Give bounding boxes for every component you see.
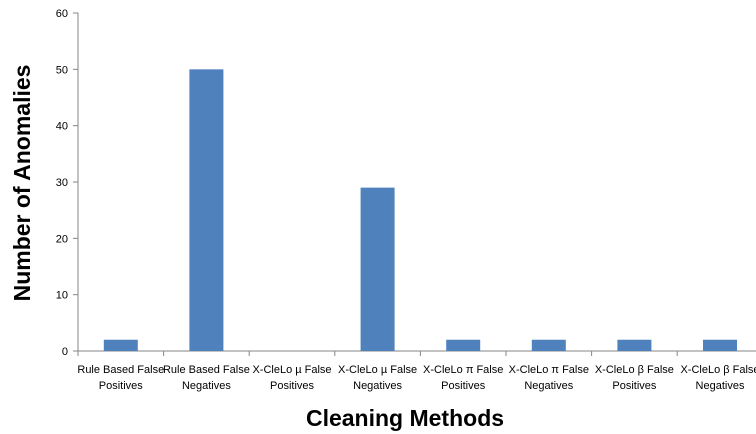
y-axis-title: Number of Anomalies [9, 65, 35, 302]
x-tick-label: X-CleLo π False Positives [423, 364, 503, 392]
bar [531, 339, 566, 351]
y-tick-label: 60 [56, 8, 68, 20]
bar [103, 339, 138, 351]
y-tick-label: 0 [62, 346, 68, 358]
x-tick-label: X-CleLo µ False Positives [252, 364, 331, 392]
x-tick-label: X-CleLo µ False Negatives [338, 364, 417, 392]
y-tick-label: 40 [56, 121, 68, 133]
x-tick-label: X-CleLo π False Negatives [509, 364, 589, 392]
bar [360, 187, 395, 351]
bar [446, 339, 481, 351]
x-tick-label: Rule Based False Negatives [163, 364, 250, 392]
plot-area: 0 10 20 30 40 50 60 Rule Based False PositivesRu… [56, 8, 756, 392]
x-tick-label: X-CleLo β False Positives [595, 364, 674, 392]
x-tick-label: Rule Based False Positives [77, 364, 164, 392]
bar [617, 339, 652, 351]
y-tick-label: 30 [56, 177, 68, 189]
x-axis-title: Cleaning Methods [306, 405, 504, 431]
y-tick-label: 10 [56, 290, 68, 302]
y-tick-label: 20 [56, 233, 68, 245]
x-tick-label: X-CleLo β False Negatives [680, 364, 756, 392]
bar [703, 339, 737, 351]
bar [189, 69, 224, 351]
y-tick-label: 50 [56, 64, 68, 76]
